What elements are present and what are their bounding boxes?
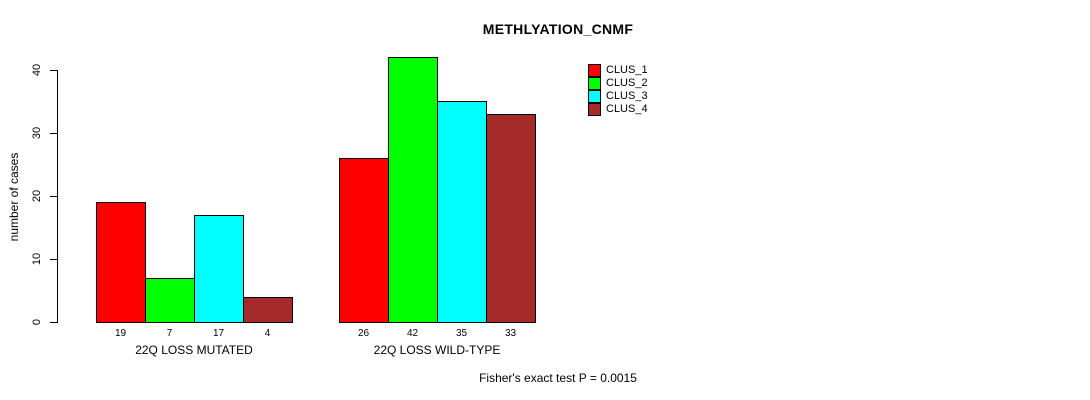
legend-swatch-icon <box>588 64 601 77</box>
bar-clus_2-group2 <box>388 57 438 323</box>
y-axis-tick <box>50 133 57 134</box>
bar-value-label: 19 <box>114 328 127 339</box>
bar-clus_2-group1 <box>145 278 195 323</box>
bar-clus_4-group1 <box>243 297 293 323</box>
y-axis-tick-label: 20 <box>31 189 43 203</box>
bar-clus_3-group1 <box>194 215 244 323</box>
bar-clus_1-group2 <box>339 158 389 323</box>
bar-value-label: 4 <box>264 328 271 339</box>
y-axis-tick-label: 40 <box>31 63 43 77</box>
y-axis-label: number of cases <box>7 152 21 242</box>
chart-title: METHLYATION_CNMF <box>482 21 634 37</box>
legend-label: CLUS_3 <box>606 90 648 102</box>
legend-item-clus_4: CLUS_4 <box>588 103 648 116</box>
legend-label: CLUS_2 <box>606 77 648 89</box>
bar-clus_1-group1 <box>96 202 146 323</box>
legend-item-clus_1: CLUS_1 <box>588 64 648 77</box>
y-axis-line <box>57 70 58 323</box>
legend-swatch-icon <box>588 90 601 103</box>
y-axis-tick <box>50 259 57 260</box>
bar-value-label: 42 <box>406 328 419 339</box>
bar-value-label: 35 <box>455 328 468 339</box>
y-axis-tick <box>50 70 57 71</box>
legend-label: CLUS_1 <box>606 64 648 76</box>
bar-clus_3-group2 <box>437 101 487 323</box>
legend-label: CLUS_4 <box>606 103 648 115</box>
legend-swatch-icon <box>588 77 601 90</box>
legend-item-clus_3: CLUS_3 <box>588 90 648 103</box>
bar-value-label: 33 <box>504 328 517 339</box>
legend-swatch-icon <box>588 103 601 116</box>
y-axis-tick-label: 10 <box>31 252 43 266</box>
bar-value-label: 17 <box>212 328 225 339</box>
y-axis-tick-label: 0 <box>31 318 43 326</box>
x-group-label: 22Q LOSS MUTATED <box>135 343 253 357</box>
legend-item-clus_2: CLUS_2 <box>588 77 648 90</box>
bar-value-label: 26 <box>357 328 370 339</box>
x-group-label: 22Q LOSS WILD-TYPE <box>373 343 501 357</box>
y-axis-tick <box>50 322 57 323</box>
y-axis-tick <box>50 196 57 197</box>
y-axis-tick-label: 30 <box>31 126 43 140</box>
bar-value-label: 7 <box>166 328 173 339</box>
legend: CLUS_1 CLUS_2 CLUS_3 CLUS_4 <box>588 64 648 116</box>
stat-annotation: Fisher's exact test P = 0.0015 <box>479 371 637 385</box>
bar-clus_4-group2 <box>486 114 536 323</box>
